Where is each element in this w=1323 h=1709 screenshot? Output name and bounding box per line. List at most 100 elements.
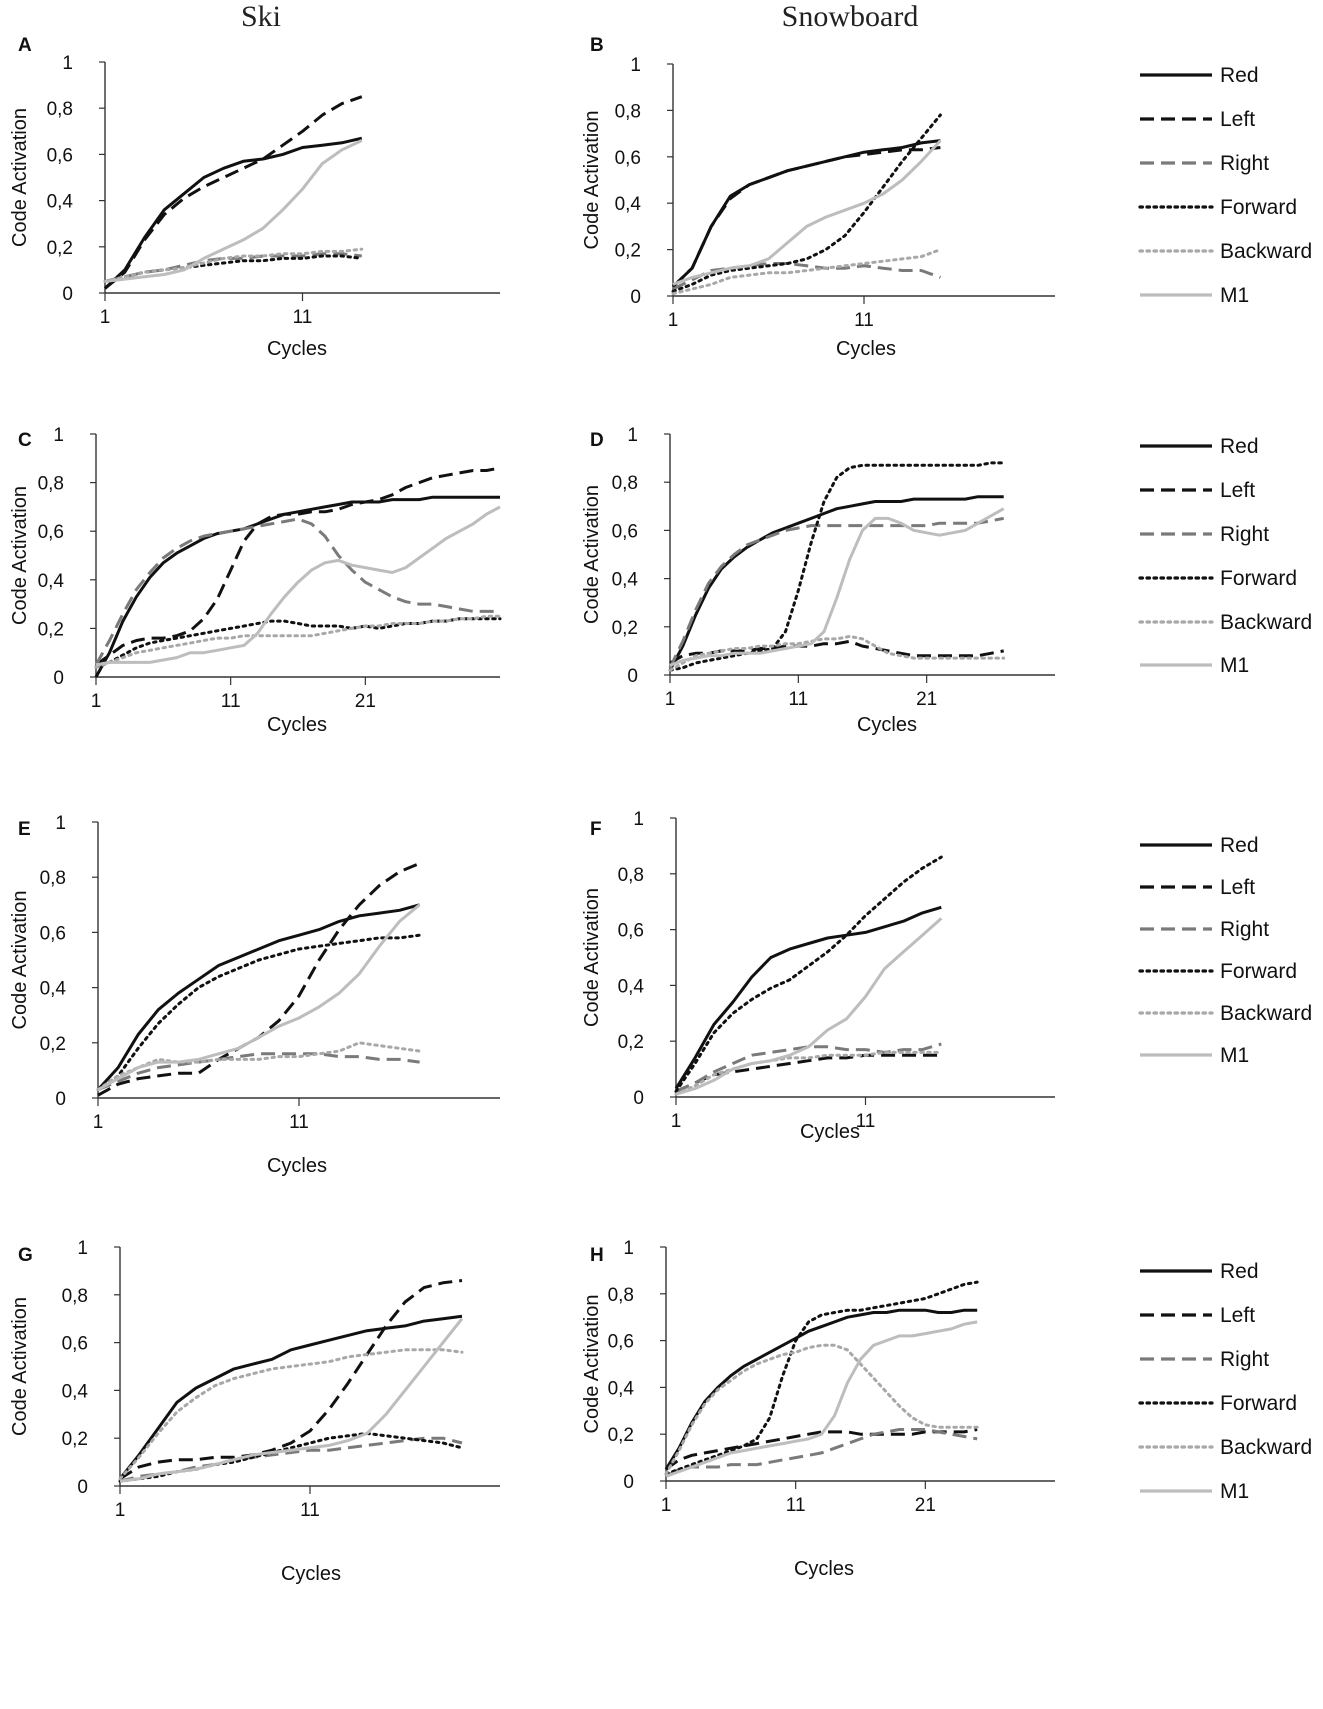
legend-label-backward: Backward xyxy=(1220,1436,1312,1459)
y-tick-label: 0,6 xyxy=(62,1334,88,1355)
legend-label-forward: Forward xyxy=(1220,567,1297,590)
x-axis-label: Cycles xyxy=(267,714,327,736)
series-line-backward xyxy=(674,1050,943,1096)
y-tick-label: 0,8 xyxy=(618,865,644,886)
series-line-left xyxy=(104,95,363,290)
series-line-right xyxy=(675,1042,942,1093)
y-tick-label: 0,8 xyxy=(62,1286,88,1307)
x-axis-label: Cycles xyxy=(267,338,327,360)
legend-label-forward: Forward xyxy=(1220,960,1297,983)
panel-label: F xyxy=(590,819,602,840)
y-tick-label: 0,8 xyxy=(40,868,66,889)
series-line-red xyxy=(94,495,500,678)
legend-label-left: Left xyxy=(1220,479,1255,502)
series-line-left xyxy=(669,639,1004,665)
x-tick-label: 1 xyxy=(665,689,676,710)
y-tick-label: 0,4 xyxy=(608,1378,635,1399)
x-tick-label: 1 xyxy=(668,310,679,331)
x-axis-label: Cycles xyxy=(836,338,896,360)
series-line-forward xyxy=(664,1280,979,1476)
legend-label-red: Red xyxy=(1220,1260,1259,1283)
series-line-red xyxy=(664,1308,978,1471)
y-axis-label: Code Activation xyxy=(9,108,31,247)
x-tick-label: 11 xyxy=(221,691,241,712)
x-axis-label: Cycles xyxy=(267,1155,327,1177)
x-axis-label: Cycles xyxy=(800,1121,860,1143)
legend-label-red: Red xyxy=(1220,64,1259,87)
snowboard-column-title: Snowboard xyxy=(781,0,919,33)
x-tick-label: 11 xyxy=(788,689,808,710)
series-line-red xyxy=(103,136,363,290)
y-axis-label: Code Activation xyxy=(581,111,603,250)
series-line-m1 xyxy=(669,507,1005,667)
series-line-forward xyxy=(668,461,1006,672)
y-axis-label: Code Activation xyxy=(581,1295,603,1434)
x-tick-label: 11 xyxy=(300,1500,320,1521)
legend-label-m1: M1 xyxy=(1220,284,1249,307)
y-tick-label: 0,4 xyxy=(47,192,74,213)
y-tick-label: 1 xyxy=(627,425,638,446)
ski-column-title: Ski xyxy=(240,0,282,33)
panel-label: C xyxy=(18,430,32,451)
series-line-right xyxy=(665,1428,978,1478)
x-tick-label: 11 xyxy=(289,1112,309,1133)
x-tick-label: 1 xyxy=(661,1495,672,1516)
y-tick-label: 1 xyxy=(623,1238,634,1259)
panel-label: D xyxy=(590,430,604,451)
legend-label-m1: M1 xyxy=(1220,1480,1249,1503)
panel-label: E xyxy=(18,819,31,840)
y-tick-label: 0,4 xyxy=(615,194,642,215)
legend-label-forward: Forward xyxy=(1220,196,1297,219)
legend-label-backward: Backward xyxy=(1220,1002,1312,1025)
y-tick-label: 0,4 xyxy=(62,1381,89,1402)
y-axis-label: Code Activation xyxy=(9,1297,31,1436)
series-line-m1 xyxy=(119,1317,464,1483)
y-tick-label: 0,2 xyxy=(608,1425,634,1446)
y-tick-label: 0,6 xyxy=(618,921,644,942)
series-line-red xyxy=(674,905,942,1090)
y-tick-label: 0,8 xyxy=(615,101,641,122)
y-axis-label: Code Activation xyxy=(581,888,603,1027)
x-tick-label: 1 xyxy=(115,1500,126,1521)
series-line-right xyxy=(672,262,941,291)
y-tick-label: 0,2 xyxy=(38,619,64,640)
series-line-backward xyxy=(118,1348,464,1481)
y-tick-label: 0,6 xyxy=(615,148,641,169)
series-line-right xyxy=(119,1436,463,1483)
x-axis-label: Cycles xyxy=(794,1558,854,1580)
legend-label-m1: M1 xyxy=(1220,1044,1249,1067)
series-line-m1 xyxy=(95,505,501,667)
x-tick-label: 21 xyxy=(355,691,376,712)
series-line-backward xyxy=(671,248,942,296)
y-axis-label: Code Activation xyxy=(9,486,31,625)
legend-label-backward: Backward xyxy=(1220,611,1312,634)
y-tick-label: 1 xyxy=(55,813,66,834)
x-tick-label: 1 xyxy=(671,1111,682,1132)
y-tick-label: 0 xyxy=(53,668,64,689)
y-tick-label: 0,6 xyxy=(47,145,73,166)
panel-label: A xyxy=(18,35,32,56)
y-tick-label: 0,2 xyxy=(47,238,73,259)
series-line-backward xyxy=(668,634,1006,672)
legend-label-m1: M1 xyxy=(1220,654,1249,677)
y-tick-label: 0,2 xyxy=(62,1429,88,1450)
y-tick-label: 0 xyxy=(633,1088,644,1109)
x-tick-label: 11 xyxy=(856,1111,876,1132)
legend-label-left: Left xyxy=(1220,876,1255,899)
series-line-forward xyxy=(96,933,422,1092)
y-tick-label: 0 xyxy=(630,287,641,308)
series-line-left xyxy=(119,1279,463,1481)
panel-label: G xyxy=(18,1245,33,1266)
series-line-red xyxy=(668,495,1004,671)
y-tick-label: 0,2 xyxy=(615,241,641,262)
series-line-m1 xyxy=(97,903,421,1092)
panel-label: H xyxy=(590,1245,604,1266)
legend-label-right: Right xyxy=(1220,1348,1269,1371)
